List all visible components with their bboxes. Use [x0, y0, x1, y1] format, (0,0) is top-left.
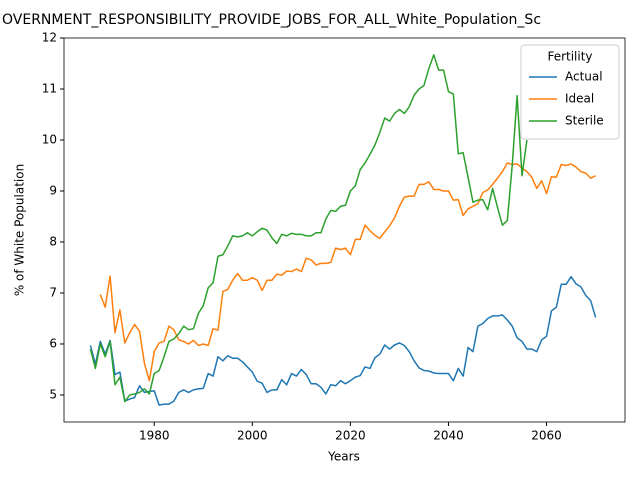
series-line — [99, 162, 596, 382]
legend-label: Ideal — [565, 92, 594, 106]
x-axis-label: Years — [327, 450, 360, 464]
y-tick-label: 9 — [49, 183, 57, 197]
x-tick-label: 2040 — [433, 429, 464, 443]
legend-box — [520, 44, 620, 140]
legend-label: Actual — [565, 70, 603, 84]
chart-title: OVERNMENT_RESPONSIBILITY_PROVIDE_JOBS_FO… — [2, 12, 541, 28]
y-tick-label: 5 — [49, 387, 57, 401]
y-tick-label: 6 — [49, 336, 57, 350]
x-tick-label: 2060 — [531, 429, 562, 443]
x-tick-label: 2020 — [335, 429, 366, 443]
series-line — [89, 275, 597, 406]
series-line — [89, 54, 528, 403]
legend-label: Sterile — [565, 114, 604, 128]
x-tick-label: 1980 — [139, 429, 170, 443]
y-tick-label: 7 — [49, 285, 57, 299]
y-axis-label: % of White Population — [13, 164, 27, 296]
x-tick-label: 2000 — [237, 429, 268, 443]
legend-title: Fertility — [547, 50, 592, 64]
y-tick-label: 8 — [49, 234, 57, 248]
y-tick-label: 10 — [42, 132, 57, 146]
plot-frame — [63, 37, 626, 423]
y-tick-label: 12 — [42, 31, 57, 45]
y-tick-label: 11 — [42, 81, 57, 95]
